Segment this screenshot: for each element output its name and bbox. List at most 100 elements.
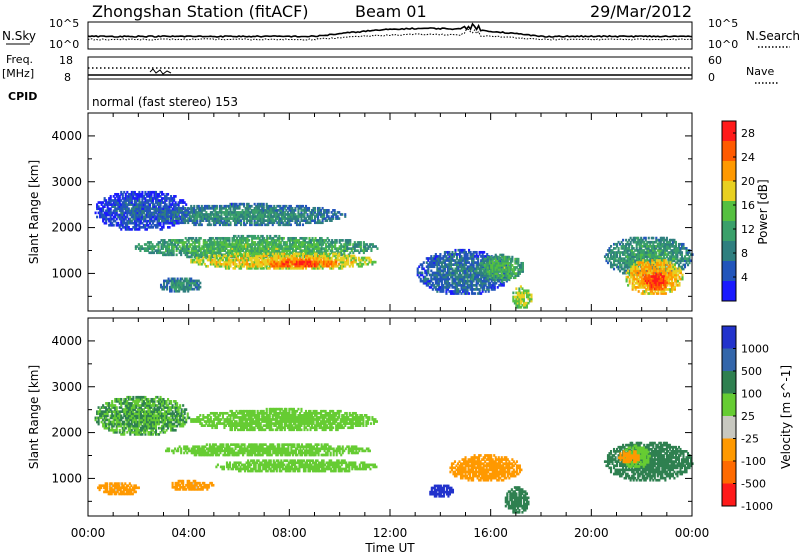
heatmap-cell: [197, 285, 200, 289]
heatmap-cell: [335, 215, 338, 218]
heatmap-cell: [304, 256, 308, 260]
heatmap-cell: [332, 264, 335, 268]
heatmap-cell: [338, 247, 341, 250]
heatmap-cell: [208, 251, 211, 255]
heatmap-cell: [421, 267, 424, 271]
heatmap-cell: [331, 247, 334, 250]
heatmap-cell: [497, 266, 500, 269]
heatmap-cell: [195, 253, 198, 257]
heatmap-cell: [617, 261, 620, 265]
heatmap-cell: [480, 275, 483, 279]
heatmap-cell: [445, 290, 448, 293]
heatmap-cell: [279, 252, 282, 256]
heatmap-cell: [105, 211, 108, 215]
heatmap-cell: [211, 219, 214, 222]
heatmap-cell: [492, 286, 495, 289]
heatmap-cell: [261, 252, 264, 256]
heatmap-cell: [126, 207, 129, 211]
heatmap-cell: [267, 243, 270, 246]
heatmap-cell: [458, 269, 462, 273]
heatmap-cell: [326, 209, 329, 212]
heatmap-cell: [202, 241, 205, 244]
heatmap-cell: [360, 256, 363, 260]
heatmap-cell: [328, 239, 331, 242]
heatmap-cell: [437, 286, 440, 289]
heatmap-cell: [449, 253, 453, 256]
heatmap-cell: [276, 267, 279, 270]
heatmap-cell: [199, 247, 202, 250]
heatmap-cell: [623, 245, 626, 248]
heatmap-cell: [244, 254, 247, 258]
heatmap-cell: [338, 245, 341, 248]
heatmap-cell: [159, 215, 163, 218]
heatmap-cell: [281, 249, 284, 253]
heatmap-cell: [460, 261, 463, 264]
heatmap-cell: [258, 260, 261, 264]
heatmap-cell: [143, 249, 146, 253]
heatmap-cell: [185, 279, 188, 283]
heatmap-cell: [182, 289, 185, 293]
heatmap-cell: [277, 204, 280, 208]
heatmap-cell: [305, 236, 308, 240]
heatmap-cell: [199, 258, 202, 262]
heatmap-cell: [253, 209, 256, 212]
heatmap-cell: [491, 261, 494, 265]
heatmap-cell: [159, 228, 162, 231]
heatmap-cell: [440, 257, 443, 260]
heatmap-cell: [297, 262, 300, 266]
heatmap-cell: [118, 207, 121, 211]
heatmap-cell: [320, 252, 323, 256]
heatmap-cell: [111, 203, 114, 206]
heatmap-cell: [232, 239, 236, 242]
heatmap-cell: [150, 199, 153, 202]
heatmap-cell: [168, 239, 171, 242]
heatmap-cell: [276, 254, 279, 258]
heatmap-cell: [455, 253, 459, 256]
heatmap-cell: [255, 267, 258, 270]
heatmap-cell: [485, 268, 488, 271]
heatmap-cell: [506, 266, 509, 269]
heatmap-cell: [274, 267, 277, 270]
heatmap-cell: [301, 204, 305, 208]
heatmap-cell: [274, 219, 277, 222]
heatmap-cell: [345, 262, 348, 266]
heatmap-cell: [267, 206, 270, 210]
heatmap-cell: [279, 267, 282, 270]
heatmap-cell: [262, 217, 265, 220]
heatmap-cell: [117, 192, 120, 196]
heatmap-cell: [436, 265, 439, 269]
heatmap-cell: [211, 236, 214, 240]
heatmap-cell: [138, 211, 141, 215]
heatmap-cell: [187, 255, 190, 259]
heatmap-cell: [136, 219, 139, 223]
heatmap-cell: [292, 211, 295, 214]
heatmap-cell: [619, 259, 622, 263]
heatmap-cell: [318, 221, 321, 225]
heatmap-cell: [463, 286, 466, 289]
heatmap-cell: [103, 221, 106, 225]
heatmap-cell: [471, 277, 474, 281]
heatmap-cell: [277, 223, 280, 227]
heatmap-cell: [173, 206, 176, 210]
heatmap-cell: [644, 238, 647, 242]
heatmap-cell: [318, 260, 321, 264]
heatmap-cell: [270, 262, 273, 266]
heatmap-cell: [194, 281, 197, 285]
heatmap-cell: [632, 251, 635, 254]
heatmap-cell: [318, 262, 321, 266]
heatmap-cell: [359, 249, 362, 253]
heatmap-cell: [490, 266, 493, 269]
heatmap-cell: [622, 247, 625, 250]
heatmap-cell: [299, 243, 302, 246]
heatmap-cell: [261, 221, 264, 225]
heatmap-cell: [318, 211, 321, 214]
heatmap-cell: [163, 239, 166, 242]
heatmap-cell: [164, 285, 167, 289]
heatmap-cell: [617, 240, 620, 244]
heatmap-cell: [103, 211, 106, 215]
heatmap-cell: [356, 262, 359, 266]
heatmap-cell: [478, 277, 481, 281]
heatmap-cell: [252, 260, 255, 264]
heatmap-cell: [258, 204, 261, 208]
heatmap-cell: [123, 213, 126, 217]
